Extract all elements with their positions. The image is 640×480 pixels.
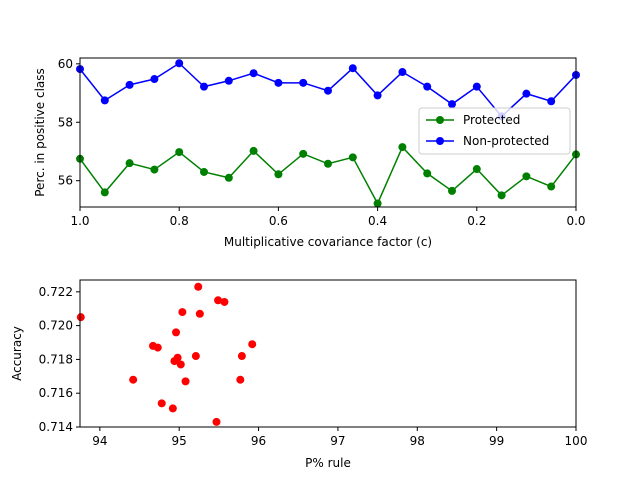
x-tick-label: 99 xyxy=(489,434,504,448)
data-point-non-protected xyxy=(249,69,258,78)
scatter-point xyxy=(129,375,138,384)
x-axis: 94 95 96 97 98 99 100 xyxy=(92,427,587,448)
data-point-non-protected xyxy=(398,68,407,77)
data-point-non-protected xyxy=(547,97,556,106)
scatter-point xyxy=(176,360,185,369)
y-axis-label: Accuracy xyxy=(10,326,24,381)
y-tick-label: 60 xyxy=(58,57,73,71)
legend-box xyxy=(418,107,571,155)
plot-frame xyxy=(79,57,577,208)
data-point-protected xyxy=(274,170,283,179)
data-point-non-protected xyxy=(100,96,109,105)
scatter-point xyxy=(236,375,245,384)
scatter-point xyxy=(248,340,257,349)
x-tick-label: 95 xyxy=(172,434,187,448)
data-point-non-protected xyxy=(472,82,481,91)
data-point-protected xyxy=(497,191,506,200)
scatter-point xyxy=(220,297,229,306)
legend-label-protected: Protected xyxy=(463,113,520,127)
data-point-protected xyxy=(348,153,357,162)
y-tick-label: 0.714 xyxy=(39,420,73,434)
y-tick-label: 56 xyxy=(58,174,73,188)
data-point-protected xyxy=(547,182,556,191)
data-point-non-protected xyxy=(522,89,531,98)
x-tick-label: 0.0 xyxy=(566,214,585,228)
data-point-protected xyxy=(100,188,109,197)
plot-frame xyxy=(79,279,577,428)
data-point-protected xyxy=(299,149,308,158)
data-point-protected xyxy=(373,199,382,208)
data-point-non-protected xyxy=(348,64,357,73)
data-point-protected xyxy=(200,167,208,176)
x-axis-label: Multiplicative covariance factor (c) xyxy=(224,235,432,249)
x-tick-label: 98 xyxy=(410,434,425,448)
data-point-protected xyxy=(249,146,258,155)
data-point-non-protected xyxy=(175,59,184,68)
x-tick-label: 96 xyxy=(251,434,266,448)
data-point-non-protected xyxy=(224,76,233,85)
data-point-protected xyxy=(150,165,159,174)
legend-marker-protected xyxy=(436,116,444,124)
data-point-protected xyxy=(448,186,456,195)
data-point-protected xyxy=(175,148,184,157)
data-point-non-protected xyxy=(125,80,134,89)
scatter-point xyxy=(181,377,190,386)
data-point-protected xyxy=(224,173,233,182)
scatter-point xyxy=(76,313,85,322)
y-tick-label: 0.720 xyxy=(39,319,73,333)
legend-label-non-protected: Non-protected xyxy=(463,134,549,148)
legend-marker-non-protected xyxy=(436,137,444,145)
x-axis: 1.0 0.8 0.6 0.4 0.2 0.0 xyxy=(70,207,586,228)
data-point-non-protected xyxy=(150,75,159,84)
scatter-point xyxy=(212,417,221,426)
x-tick-label: 0.2 xyxy=(467,214,486,228)
scatter-point xyxy=(153,343,162,352)
x-tick-label: 0.6 xyxy=(269,214,288,228)
scatter-point xyxy=(195,309,204,318)
line-chart: 1.0 0.8 0.6 0.4 0.2 0.0 56 58 60 Multiplicative… xyxy=(33,57,586,249)
data-point-protected xyxy=(125,159,134,168)
y-tick-label: 0.716 xyxy=(39,386,73,400)
scatter-point xyxy=(214,296,223,305)
scatter-chart: 94 95 96 97 98 99 100 0.714 0.716 0.718 0.720 0.72… xyxy=(10,279,587,470)
x-axis-label: P% rule xyxy=(305,456,351,470)
x-tick-label: 1.0 xyxy=(70,214,89,228)
data-point-non-protected xyxy=(373,91,382,100)
scatter-point xyxy=(168,404,177,413)
data-point-non-protected xyxy=(324,86,332,95)
x-tick-label: 97 xyxy=(330,434,345,448)
data-point-non-protected xyxy=(299,78,308,87)
x-tick-label: 100 xyxy=(565,434,588,448)
data-point-protected xyxy=(522,172,531,181)
y-tick-label: 0.722 xyxy=(39,285,73,299)
scatter-point xyxy=(191,352,200,361)
scatter-point xyxy=(178,308,187,317)
data-point-non-protected xyxy=(274,78,283,87)
scatter-point xyxy=(157,399,166,408)
data-point-protected xyxy=(472,165,481,174)
scatter-point xyxy=(172,328,181,337)
data-point-protected xyxy=(324,159,332,168)
data-point-non-protected xyxy=(200,82,208,91)
points-layer xyxy=(76,282,257,426)
x-tick-label: 94 xyxy=(92,434,107,448)
x-tick-label: 0.4 xyxy=(368,214,387,228)
series-layer xyxy=(76,59,580,208)
y-axis: 0.714 0.716 0.718 0.720 0.722 xyxy=(39,285,80,434)
y-axis-label: Perc. in positive class xyxy=(33,68,47,197)
y-tick-label: 0.718 xyxy=(39,352,73,366)
data-point-protected xyxy=(423,169,432,178)
x-tick-label: 0.8 xyxy=(170,214,189,228)
data-point-non-protected xyxy=(423,82,432,91)
scatter-point xyxy=(173,353,182,362)
scatter-point xyxy=(194,282,203,291)
data-point-protected xyxy=(398,143,407,152)
y-axis: 56 58 60 xyxy=(58,57,80,188)
y-tick-label: 58 xyxy=(58,115,73,129)
data-point-non-protected xyxy=(448,100,456,109)
legend: Protected Non-protected xyxy=(418,107,571,155)
scatter-point xyxy=(237,352,246,361)
